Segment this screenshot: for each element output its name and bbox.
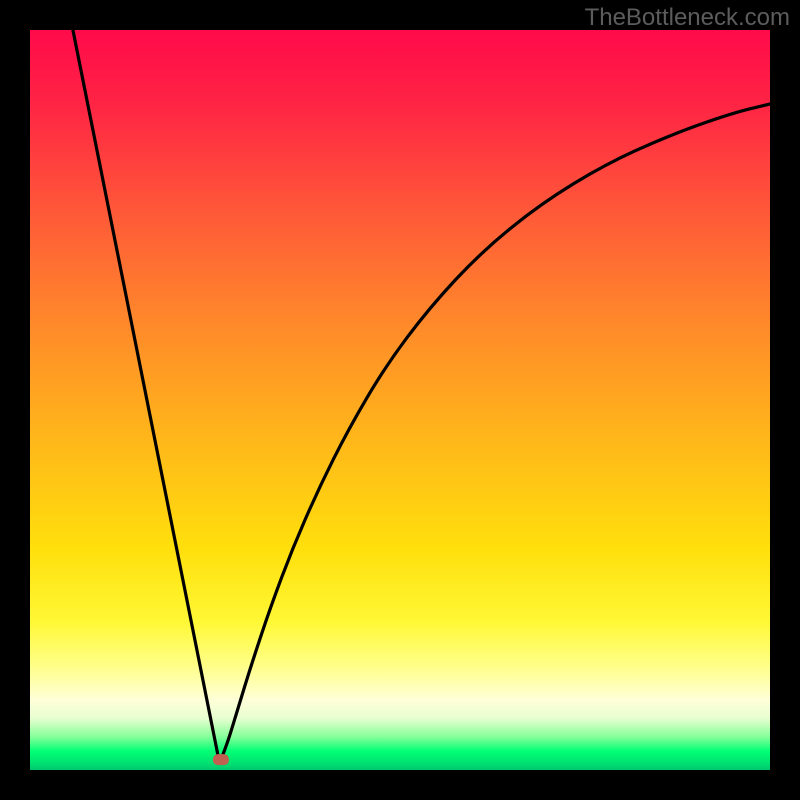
vertex-marker — [213, 754, 229, 765]
chart-frame: TheBottleneck.com — [0, 0, 800, 800]
attribution-text: TheBottleneck.com — [585, 4, 790, 32]
bottleneck-curve — [73, 30, 770, 760]
plot-area — [30, 30, 770, 770]
curve-layer — [30, 30, 770, 770]
